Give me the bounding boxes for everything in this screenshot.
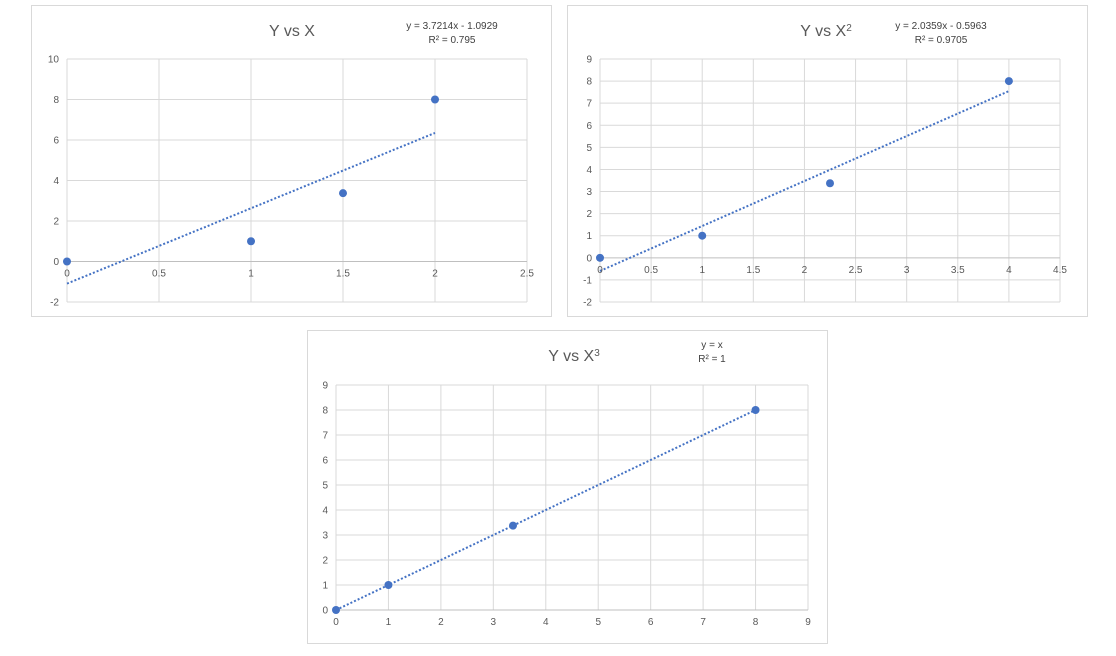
x-tick-label: 2: [802, 265, 808, 276]
x-tick-label: 3: [491, 617, 497, 628]
data-point: [596, 253, 604, 262]
x-tick-label: 0: [64, 269, 70, 280]
x-tick-label: 1: [699, 265, 705, 276]
y-tick-label: 7: [586, 99, 592, 110]
y-tick-label: 2: [322, 556, 328, 567]
trendline: [599, 90, 1010, 272]
chart-y-vs-x-cubed-svg: 0 1 2 3 4 5 6 7 8 9 0 1 2 3 4 5 6 7 8 9 Y vs X3 y = x R² = …: [322, 340, 811, 628]
chart-title: Y vs X3: [548, 348, 600, 366]
y-tick-label: 5: [322, 481, 328, 492]
trendline-r-squared: R² = 0.9705: [915, 35, 968, 46]
y-tick-label: -2: [583, 298, 592, 309]
y-tick-label: 0: [586, 253, 592, 264]
x-tick-label: 6: [648, 617, 654, 628]
y-tick-label: 9: [322, 381, 328, 392]
data-point: [698, 231, 707, 240]
y-tick-label: 4: [586, 165, 592, 176]
trendline-r-squared: R² = 0.795: [429, 35, 476, 46]
x-tick-label: 8: [753, 617, 759, 628]
y-tick-label: 8: [322, 406, 328, 417]
y-tick-label: -2: [50, 298, 59, 309]
y-tick-label: 9: [586, 55, 592, 66]
x-tick-label: 4.5: [1053, 265, 1067, 276]
x-tick-label: 7: [700, 617, 706, 628]
x-tick-label: 0: [333, 617, 339, 628]
y-tick-label: 5: [586, 143, 592, 154]
y-tick-label: 1: [586, 231, 592, 242]
y-tick-label: 3: [586, 187, 592, 198]
x-tick-label: 1: [248, 269, 254, 280]
y-tick-label: 2: [53, 217, 59, 228]
data-point: [826, 179, 834, 188]
x-tick-label: 2: [432, 269, 438, 280]
x-tick-label: 2.5: [849, 265, 863, 276]
x-tick-label: 4: [1006, 265, 1012, 276]
x-tick-label: 0.5: [152, 269, 166, 280]
chart-y-vs-x: 0 0.5 1 1.5 2 2.5 -2 0 2 4 6 8 10 Y vs X y = 3.7214x…: [31, 5, 552, 317]
x-tick-label: 3: [904, 265, 910, 276]
x-tick-label: 3.5: [951, 265, 965, 276]
chart-title: Y vs X: [269, 23, 315, 40]
x-tick-label: 5: [595, 617, 601, 628]
y-tick-label: 0: [53, 257, 59, 268]
y-tick-label: 6: [322, 456, 328, 467]
x-tick-label: 1: [386, 617, 392, 628]
trendline-equation: y = 3.7214x - 1.0929: [406, 21, 498, 32]
chart-title: Y vs X2: [800, 23, 852, 41]
y-tick-label: 10: [48, 55, 60, 66]
chart-y-vs-x-squared-svg: 0 0.5 1 1.5 2 2.5 3 3.5 4 4.5 -2 -1 0 1 2 3 4 5 6 7 8 9 Y vs …: [583, 21, 1067, 309]
x-tick-label: 9: [805, 617, 811, 628]
x-tick-label: 1.5: [746, 265, 760, 276]
chart-y-vs-x-svg: 0 0.5 1 1.5 2 2.5 -2 0 2 4 6 8 10 Y vs X y = 3.7214x…: [48, 21, 535, 309]
y-tick-label: -1: [583, 275, 592, 286]
trendline-equation: y = x: [701, 340, 722, 351]
y-tick-label: 3: [322, 531, 328, 542]
y-tick-label: 4: [53, 176, 59, 187]
x-tick-label: 2.5: [520, 269, 534, 280]
y-tick-label: 4: [322, 506, 328, 517]
x-tick-label: 0: [597, 265, 603, 276]
data-point: [384, 581, 393, 589]
trendline-equation: y = 2.0359x - 0.5963: [895, 21, 987, 32]
trendline: [335, 409, 756, 611]
x-tick-label: 1.5: [336, 269, 350, 280]
y-tick-label: 7: [322, 431, 328, 442]
y-tick-label: 6: [586, 121, 592, 132]
y-tick-label: 6: [53, 136, 59, 147]
y-tick-label: 1: [322, 581, 328, 592]
data-point: [509, 521, 517, 530]
data-point: [332, 606, 340, 614]
chart-y-vs-x-squared: 0 0.5 1 1.5 2 2.5 3 3.5 4 4.5 -2 -1 0 1 2 3 4 5 6 7 8 9 Y vs …: [567, 5, 1088, 317]
y-tick-label: 8: [586, 77, 592, 88]
x-tick-label: 0.5: [644, 265, 658, 276]
data-point: [431, 95, 439, 104]
trendline-r-squared: R² = 1: [698, 354, 726, 365]
data-point: [751, 406, 760, 414]
x-tick-label: 2: [438, 617, 444, 628]
data-point: [247, 237, 255, 246]
y-tick-label: 8: [53, 95, 59, 106]
data-point: [1004, 77, 1013, 86]
y-tick-label: 2: [586, 209, 592, 220]
chart-y-vs-x-cubed: 0 1 2 3 4 5 6 7 8 9 0 1 2 3 4 5 6 7 8 9 Y vs X3 y = x R² = …: [307, 330, 828, 644]
y-tick-label: 0: [322, 606, 328, 617]
data-point: [339, 189, 347, 198]
data-point: [63, 257, 71, 266]
x-tick-label: 4: [543, 617, 549, 628]
